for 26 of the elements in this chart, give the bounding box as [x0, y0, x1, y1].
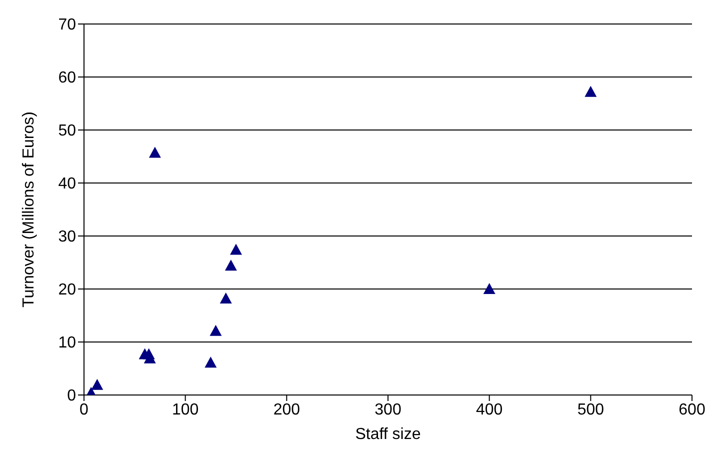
point	[220, 292, 232, 304]
y-axis-title: Turnover (Millions of Euros)	[20, 112, 38, 308]
y-tick-label: 60	[58, 70, 76, 87]
y-tick-label: 0	[67, 388, 76, 405]
x-tick-label: 400	[476, 401, 503, 418]
point	[230, 244, 242, 255]
point	[91, 378, 104, 390]
x-tick-label: 100	[172, 401, 199, 418]
y-tick-label: 40	[58, 176, 76, 193]
point	[204, 356, 217, 368]
point	[584, 86, 597, 97]
y-tick-label: 70	[58, 16, 76, 34]
x-tick-label: 500	[577, 401, 604, 418]
y-tick-label: 30	[58, 228, 76, 246]
point	[210, 324, 222, 336]
x-tick-label: 300	[374, 401, 402, 418]
y-tick-label: 50	[58, 122, 76, 140]
point	[224, 260, 237, 271]
x-axis-title: Staff size	[355, 426, 421, 443]
x-tick-label: 600	[678, 401, 706, 418]
point	[148, 146, 161, 158]
x-tick-label: 200	[273, 401, 300, 418]
point	[483, 283, 496, 294]
x-tick-label: 0	[80, 401, 89, 418]
y-tick-label: 10	[58, 334, 76, 352]
y-tick-label: 20	[58, 282, 76, 299]
